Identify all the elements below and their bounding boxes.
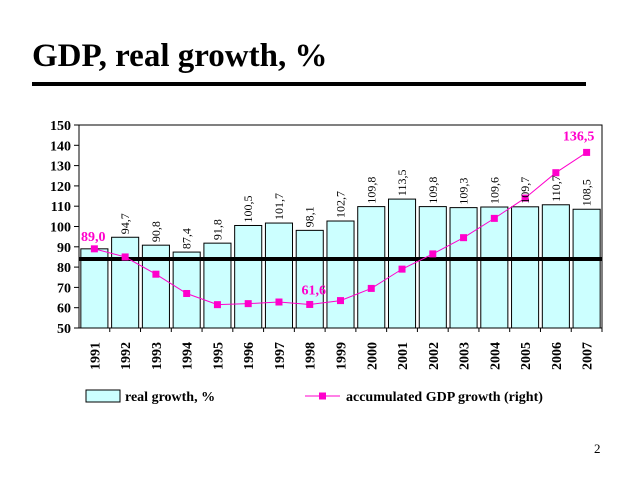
bar-data-label: 100,5	[241, 195, 255, 222]
y-tick-label: 120	[50, 180, 71, 195]
bar	[203, 242, 232, 329]
x-tick-label: 2004	[488, 342, 503, 370]
line-layer	[90, 148, 591, 309]
line-point	[121, 253, 129, 261]
x-tick-label: 2006	[550, 342, 565, 370]
legend-line-marker	[319, 392, 326, 400]
x-tick-label: 2002	[427, 342, 442, 370]
legend-bar-swatch	[85, 389, 121, 403]
bar	[234, 224, 263, 329]
line-point	[521, 194, 529, 202]
line-point	[213, 301, 221, 309]
bar-data-label: 109,7	[518, 177, 532, 204]
line-point	[275, 298, 283, 306]
y-tick-label: 90	[57, 241, 71, 256]
line-point	[337, 297, 344, 305]
bar	[326, 220, 355, 329]
x-tick-label: 1997	[273, 342, 288, 370]
bar	[511, 206, 540, 329]
line-point	[429, 250, 437, 258]
x-tick-label: 2001	[396, 342, 411, 370]
y-tick-label: 100	[50, 221, 71, 236]
line-point	[90, 245, 98, 253]
legend-layer: real growth, % accumulated GDP growth (ri…	[85, 389, 543, 405]
bar	[357, 206, 386, 329]
x-tick-label: 1993	[150, 342, 165, 370]
line-point	[367, 284, 375, 292]
x-tick-label: 1992	[119, 342, 134, 370]
bar-data-label: 87,4	[180, 228, 194, 249]
y-tick-label: 140	[50, 139, 71, 154]
line-data-label: 61,6	[301, 283, 326, 298]
line-data-label: 136,5	[563, 129, 595, 144]
x-tick-label: 1991	[88, 342, 103, 370]
labels-layer: 94,7 90,8 87,4 91,8 100,5 101,7 98,1 102,7 109,8…	[81, 129, 594, 298]
bar	[264, 222, 294, 329]
bar-data-label: 90,8	[149, 221, 163, 242]
line-point	[244, 300, 252, 308]
bar-data-label: 109,6	[487, 177, 501, 204]
bar-data-label: 108,5	[580, 179, 594, 206]
bar	[295, 229, 324, 329]
bar-data-label: 113,5	[395, 170, 409, 197]
bar-data-label: 94,7	[118, 213, 132, 234]
x-tick-label: 2007	[581, 342, 596, 370]
bar-data-label: 109,8	[364, 177, 378, 204]
line-point	[552, 169, 560, 177]
x-tick-label: 2005	[519, 342, 534, 370]
line-point	[183, 289, 191, 297]
line-data-label: 89,0	[81, 230, 106, 245]
x-tick-label: 2003	[458, 342, 473, 370]
line-point	[583, 148, 591, 156]
axis-layer: 50 60 70 80 90 100 110 120 130 140 150 1991 1992 1993…	[50, 119, 603, 370]
x-tick-label: 1996	[242, 342, 257, 370]
line-point	[152, 270, 160, 278]
x-tick-label: 1994	[181, 342, 196, 370]
bar	[387, 198, 417, 329]
title-rule	[32, 82, 586, 86]
bar	[418, 206, 447, 329]
page-number: 2	[594, 441, 601, 456]
bar	[572, 208, 601, 329]
y-tick-label: 50	[57, 322, 71, 337]
y-tick-label: 70	[57, 281, 71, 296]
bar-data-label: 101,7	[272, 193, 286, 220]
legend-line-label: accumulated GDP growth (right)	[346, 390, 543, 405]
bar-data-label: 109,8	[426, 177, 440, 204]
bar	[80, 248, 109, 329]
y-tick-label: 150	[50, 119, 71, 134]
bar-data-label: 98,1	[303, 206, 317, 227]
slide-title: GDP, real growth, %	[32, 38, 328, 74]
line-point	[398, 265, 406, 273]
y-tick-label: 60	[57, 302, 71, 317]
bar	[449, 207, 478, 329]
line-point	[490, 214, 498, 222]
bar	[541, 204, 570, 329]
bar	[480, 206, 509, 329]
x-tick-label: 1995	[211, 342, 226, 370]
y-tick-label: 80	[57, 261, 71, 276]
x-tick-label: 1999	[335, 342, 350, 370]
bar-data-label: 91,8	[210, 219, 224, 240]
line-point	[306, 300, 314, 308]
bar-data-label: 102,7	[334, 191, 348, 218]
legend-bar-label: real growth, %	[125, 390, 215, 405]
y-tick-label: 110	[51, 200, 71, 215]
bar-data-label: 109,3	[457, 178, 471, 205]
x-tick-label: 2000	[365, 342, 380, 370]
y-tick-label: 130	[50, 160, 71, 175]
x-tick-label: 1998	[304, 342, 319, 370]
line-point	[460, 234, 468, 242]
bar-data-label: 110,7	[549, 175, 563, 202]
bar	[111, 236, 140, 329]
